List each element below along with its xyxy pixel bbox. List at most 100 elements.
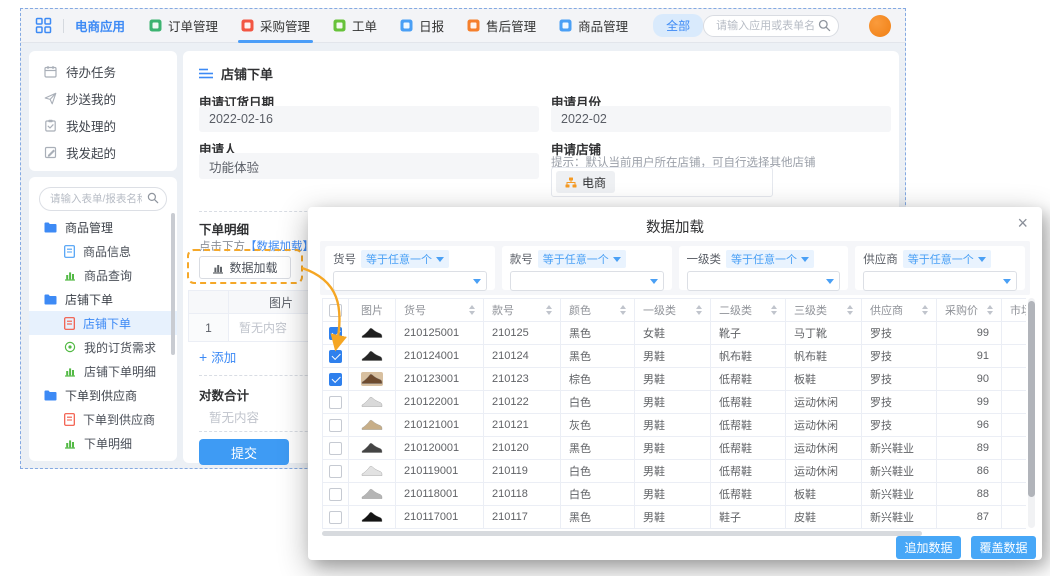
cell-market-price xyxy=(1002,414,1026,436)
filter-operator-chip[interactable]: 等于任意一个 xyxy=(361,250,449,268)
row-checkbox[interactable] xyxy=(329,395,342,409)
filter-value-input[interactable] xyxy=(686,271,841,291)
tab-purchase-management[interactable]: 采购管理 xyxy=(238,9,314,43)
sidebar-item-todo-tasks[interactable]: 待办任务 xyxy=(29,58,177,85)
sort-icon[interactable] xyxy=(616,305,626,315)
append-data-button[interactable]: 追加数据 xyxy=(896,536,961,559)
tab-work-order[interactable]: 工单 xyxy=(333,9,377,43)
filter-value-input[interactable] xyxy=(863,271,1017,291)
apps-label[interactable]: 电商应用 xyxy=(75,20,126,34)
paper-plane-icon xyxy=(44,92,57,105)
cell-style-no: 210118 xyxy=(484,483,561,505)
cell-category3: 运动休闲 xyxy=(786,414,862,436)
submit-button[interactable]: 提交 xyxy=(199,439,289,465)
user-avatar[interactable] xyxy=(869,14,892,37)
tree-item-order-detail[interactable]: 下单明细 xyxy=(29,431,177,455)
apply-month-field[interactable]: 2022-02 xyxy=(551,106,891,132)
order-date-field[interactable]: 2022-02-16 xyxy=(199,106,539,132)
table-row[interactable]: 210121001 210121 灰色 男鞋 低帮鞋 运动休闲 罗技 96 xyxy=(323,414,1026,437)
table-vertical-scrollbar[interactable] xyxy=(1028,298,1035,528)
sort-icon[interactable] xyxy=(843,305,853,315)
chevron-down-icon[interactable] xyxy=(1003,279,1011,284)
chevron-down-icon[interactable] xyxy=(826,279,835,284)
cell-supplier: 罗技 xyxy=(862,414,937,436)
row-checkbox[interactable] xyxy=(329,441,342,455)
add-row-link[interactable]: + 添加 xyxy=(199,347,236,366)
close-icon[interactable]: × xyxy=(1017,213,1028,233)
table-row[interactable]: 210120001 210120 黑色 男鞋 低帮鞋 运动休闲 新兴鞋业 89 xyxy=(323,437,1026,460)
sort-icon[interactable] xyxy=(542,305,552,315)
table-row[interactable]: 210124001 210124 黑色 男鞋 帆布鞋 帆布鞋 罗技 91 xyxy=(323,345,1026,368)
tree-item-shop-order-selected[interactable]: 店铺下单 xyxy=(29,311,177,335)
tree-item-product-query[interactable]: 商品查询 xyxy=(29,263,177,287)
tree-item-product-info[interactable]: 商品信息 xyxy=(29,239,177,263)
filter-operator-chip[interactable]: 等于任意一个 xyxy=(902,250,991,268)
form-header: 店铺下单 xyxy=(199,64,273,83)
checkbox-cell xyxy=(323,322,349,344)
table-row[interactable]: 210118001 210118 白色 男鞋 低帮鞋 板鞋 新兴鞋业 88 xyxy=(323,483,1026,506)
tree-folder-product-management[interactable]: 商品管理 xyxy=(29,215,177,239)
sidebar-scrollbar[interactable] xyxy=(171,213,175,355)
table-row[interactable]: 210119001 210119 白色 男鞋 低帮鞋 运动休闲 新兴鞋业 86 xyxy=(323,460,1026,483)
sort-icon[interactable] xyxy=(918,305,928,315)
sidebar-quick-panel: 待办任务 抄送我的 我处理的 我发起的 xyxy=(29,51,177,171)
tree-folder-order-to-supplier[interactable]: 下单到供应商 xyxy=(29,383,177,407)
chevron-down-icon[interactable] xyxy=(649,279,658,284)
form-menu-icon[interactable] xyxy=(199,68,213,79)
search-icon xyxy=(818,19,831,31)
sidebar-item-handled-by-me[interactable]: 我处理的 xyxy=(29,112,177,139)
apply-shop-field[interactable]: 电商 xyxy=(551,167,773,197)
tree-item-label: 店铺下单 xyxy=(83,316,132,331)
table-row[interactable]: 210125001 210125 黑色 女鞋 靴子 马丁靴 罗技 99 xyxy=(323,322,1026,345)
table-row[interactable]: 210117001 210117 黑色 男鞋 鞋子 皮鞋 新兴鞋业 87 xyxy=(323,506,1026,529)
filter-item-no: 货号 等于任意一个 xyxy=(325,246,495,291)
data-load-button[interactable]: 数据加载 xyxy=(199,256,291,279)
sort-icon[interactable] xyxy=(983,305,993,315)
cell-style-no: 210123 xyxy=(484,368,561,390)
sidebar-item-cc-to-me[interactable]: 抄送我的 xyxy=(29,85,177,112)
tree-item-shop-order-detail[interactable]: 店铺下单明细 xyxy=(29,359,177,383)
cell-category1: 男鞋 xyxy=(635,414,711,436)
tab-aftersales-management[interactable]: 售后管理 xyxy=(467,9,536,43)
filter-operator-chip[interactable]: 等于任意一个 xyxy=(537,250,626,268)
row-checkbox[interactable] xyxy=(329,326,342,340)
table-row[interactable]: 210122001 210122 白色 男鞋 低帮鞋 运动休闲 罗技 99 xyxy=(323,391,1026,414)
shop-tag[interactable]: 电商 xyxy=(556,171,616,193)
tree-item-order-to-supplier[interactable]: 下单到供应商 xyxy=(29,407,177,431)
row-checkbox[interactable] xyxy=(329,487,342,501)
sort-icon[interactable] xyxy=(465,305,475,315)
filter-value-input[interactable] xyxy=(509,271,664,291)
app-launcher-icon[interactable] xyxy=(35,17,52,34)
cell-category3: 马丁靴 xyxy=(786,322,862,344)
sidebar-item-initiated-by-me[interactable]: 我发起的 xyxy=(29,139,177,166)
tree-item-label: 商品信息 xyxy=(83,244,132,259)
checkbox-cell xyxy=(323,414,349,436)
sort-icon[interactable] xyxy=(692,305,702,315)
cell-purchase-price: 96 xyxy=(937,414,1002,436)
applicant-field[interactable]: 功能体验 xyxy=(199,153,539,179)
row-checkbox[interactable] xyxy=(329,372,342,386)
row-checkbox[interactable] xyxy=(329,464,342,478)
product-thumbnail xyxy=(349,506,396,528)
tree-item-my-order-demand[interactable]: 我的订货需求 xyxy=(29,335,177,359)
chevron-down-icon[interactable] xyxy=(472,279,481,284)
nav-search-input[interactable] xyxy=(703,14,840,37)
chevron-down-icon xyxy=(977,256,986,262)
filter-operator-chip[interactable]: 等于任意一个 xyxy=(726,250,814,268)
select-all-checkbox[interactable] xyxy=(329,303,342,317)
form-search-input[interactable] xyxy=(39,187,167,211)
table-horizontal-scrollbar[interactable] xyxy=(322,531,1026,536)
table-row[interactable]: 210123001 210123 棕色 男鞋 低帮鞋 板鞋 罗技 90 xyxy=(323,368,1026,391)
all-apps-badge[interactable]: 全部 xyxy=(653,14,704,37)
overwrite-data-button[interactable]: 覆盖数据 xyxy=(971,536,1036,559)
tab-product-management[interactable]: 商品管理 xyxy=(559,9,628,43)
filter-value-input[interactable] xyxy=(333,271,487,291)
tab-order-management[interactable]: 订单管理 xyxy=(149,9,218,43)
sort-icon[interactable] xyxy=(767,305,777,315)
tree-folder-shop-order[interactable]: 店铺下单 xyxy=(29,287,177,311)
filter-field-label: 一级类 xyxy=(686,254,722,266)
tab-daily-report[interactable]: 日报 xyxy=(400,9,444,43)
row-checkbox[interactable] xyxy=(329,510,342,524)
row-checkbox[interactable] xyxy=(329,349,342,363)
row-checkbox[interactable] xyxy=(329,418,342,432)
